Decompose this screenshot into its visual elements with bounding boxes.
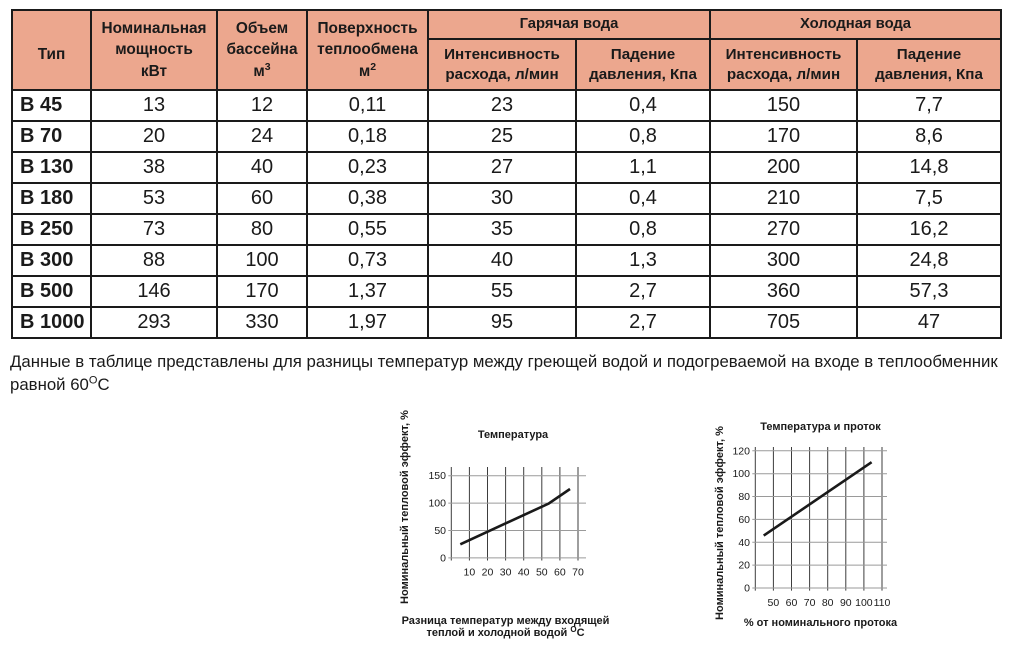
svg-text:30: 30 xyxy=(500,567,512,579)
svg-text:80: 80 xyxy=(822,597,834,609)
svg-text:90: 90 xyxy=(840,597,852,609)
svg-text:50: 50 xyxy=(768,597,780,609)
svg-text:0: 0 xyxy=(744,583,750,595)
svg-text:100: 100 xyxy=(428,498,446,510)
svg-text:Номинальный тепловой эффект, %: Номинальный тепловой эффект, % xyxy=(714,426,726,620)
svg-text:Температура: Температура xyxy=(478,429,549,441)
svg-text:70: 70 xyxy=(572,567,584,579)
svg-text:110: 110 xyxy=(874,597,891,609)
svg-text:Разница температур между входя: Разница температур между входящей xyxy=(402,615,610,627)
svg-text:40: 40 xyxy=(738,537,750,549)
svg-text:150: 150 xyxy=(428,470,446,482)
svg-text:теплой и холодной водой ОС: теплой и холодной водой ОС xyxy=(426,625,584,639)
svg-text:20: 20 xyxy=(738,560,750,572)
svg-text:20: 20 xyxy=(482,567,494,579)
svg-text:60: 60 xyxy=(738,514,750,526)
svg-text:Номинальный тепловой эффект, %: Номинальный тепловой эффект, % xyxy=(399,410,411,604)
svg-text:120: 120 xyxy=(732,445,750,457)
svg-text:10: 10 xyxy=(464,567,476,579)
svg-text:60: 60 xyxy=(786,597,798,609)
svg-text:80: 80 xyxy=(738,491,750,503)
svg-text:% от номинального протока: % от номинального протока xyxy=(744,617,898,629)
svg-text:100: 100 xyxy=(855,597,873,609)
svg-text:60: 60 xyxy=(554,567,566,579)
svg-text:Температура и проток: Температура и проток xyxy=(760,421,881,433)
svg-text:40: 40 xyxy=(518,567,530,579)
svg-text:100: 100 xyxy=(732,468,750,480)
svg-text:50: 50 xyxy=(536,567,548,579)
svg-text:70: 70 xyxy=(804,597,816,609)
svg-text:50: 50 xyxy=(434,525,446,537)
svg-text:0: 0 xyxy=(440,552,446,564)
